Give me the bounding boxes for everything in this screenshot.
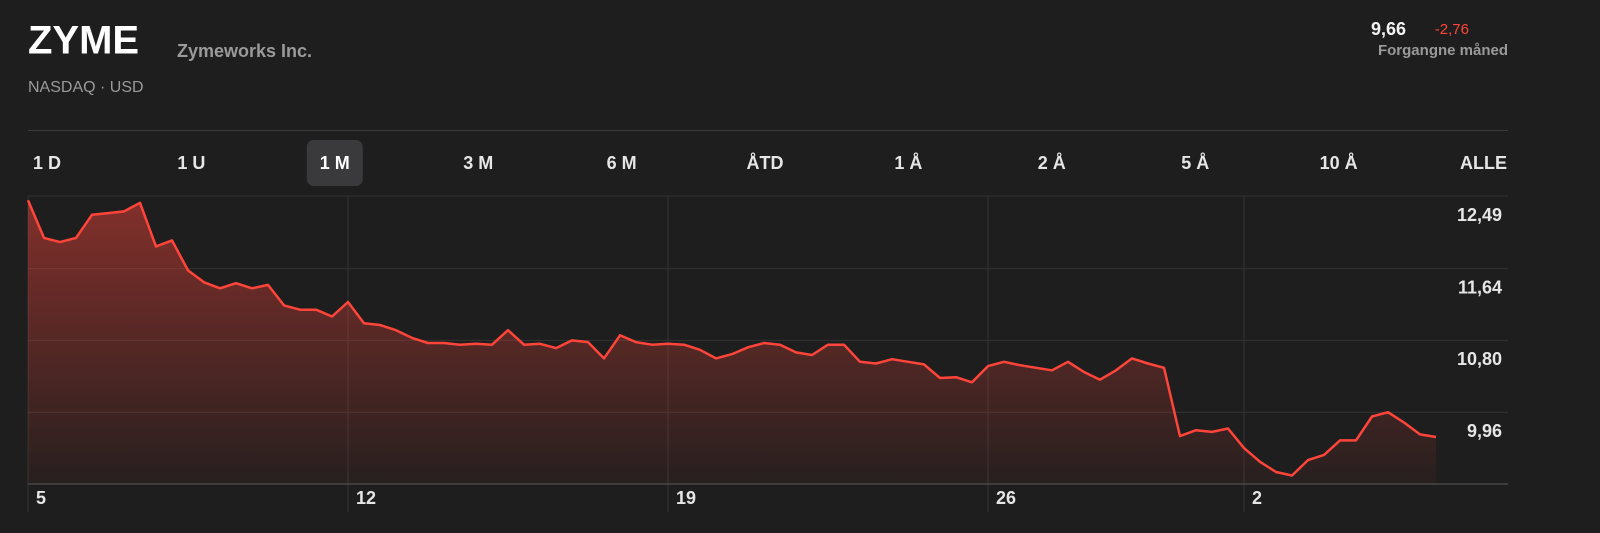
company-name: Zymeworks Inc. xyxy=(177,41,312,61)
range-tab[interactable]: 1 Å xyxy=(894,153,922,173)
ticker: ZYME xyxy=(28,19,139,63)
tab-label: 1 U xyxy=(177,153,205,173)
range-tab[interactable]: 3 M xyxy=(463,153,493,173)
range-tab[interactable]: ÅTD xyxy=(747,153,784,173)
y-tick-label: 10,80 xyxy=(1457,349,1502,369)
range-tab[interactable]: 1 D xyxy=(33,153,61,173)
x-tick-label: 12 xyxy=(356,488,376,508)
period: Forgangne måned xyxy=(1378,42,1508,59)
chart: 12,49 11,64 10,80 9,96 5 12 19 26 2 xyxy=(26,195,1508,512)
tab-highlight xyxy=(306,140,363,186)
tab-label: 10 Å xyxy=(1320,153,1358,173)
price-area xyxy=(28,200,1436,485)
x-tick-label: 5 xyxy=(36,488,46,508)
range-tabs: 1 D 1 U 1 M 3 M 6 M ÅTD 1 Å 2 Å 5 Å 10 Å ALLE xyxy=(33,140,1507,186)
tab-label: 5 Å xyxy=(1181,153,1209,173)
range-tab[interactable]: 5 Å xyxy=(1181,153,1209,173)
y-tick-label: 9,96 xyxy=(1467,421,1502,441)
range-tab[interactable]: 2 Å xyxy=(1038,153,1066,173)
tab-label: 6 M xyxy=(607,153,637,173)
range-tab[interactable]: 1 U xyxy=(177,153,205,173)
price-line xyxy=(26,199,1437,477)
y-tick-label: 12,49 xyxy=(1457,205,1502,225)
x-tick-label: 19 xyxy=(676,488,696,508)
tab-label: 1 Å xyxy=(894,153,922,173)
price: 9,66 xyxy=(1371,19,1406,39)
y-tick-label: 11,64 xyxy=(1458,277,1502,297)
tab-label: 3 M xyxy=(463,153,493,173)
tab-label: 1 M xyxy=(320,153,350,173)
tab-label: 1 D xyxy=(33,153,61,173)
range-tab[interactable]: 1 M xyxy=(306,140,363,186)
tab-label: ÅTD xyxy=(747,153,784,173)
exchange: NASDAQ · USD xyxy=(28,79,144,96)
tab-label: ALLE xyxy=(1460,153,1507,173)
x-tick-label: 2 xyxy=(1252,488,1262,508)
range-tab[interactable]: ALLE xyxy=(1460,153,1507,173)
x-tick-label: 26 xyxy=(996,488,1016,508)
price-change: -2,76 xyxy=(1435,21,1469,38)
range-tab[interactable]: 10 Å xyxy=(1320,153,1358,173)
tab-label: 2 Å xyxy=(1038,153,1066,173)
range-tab[interactable]: 6 M xyxy=(607,153,637,173)
